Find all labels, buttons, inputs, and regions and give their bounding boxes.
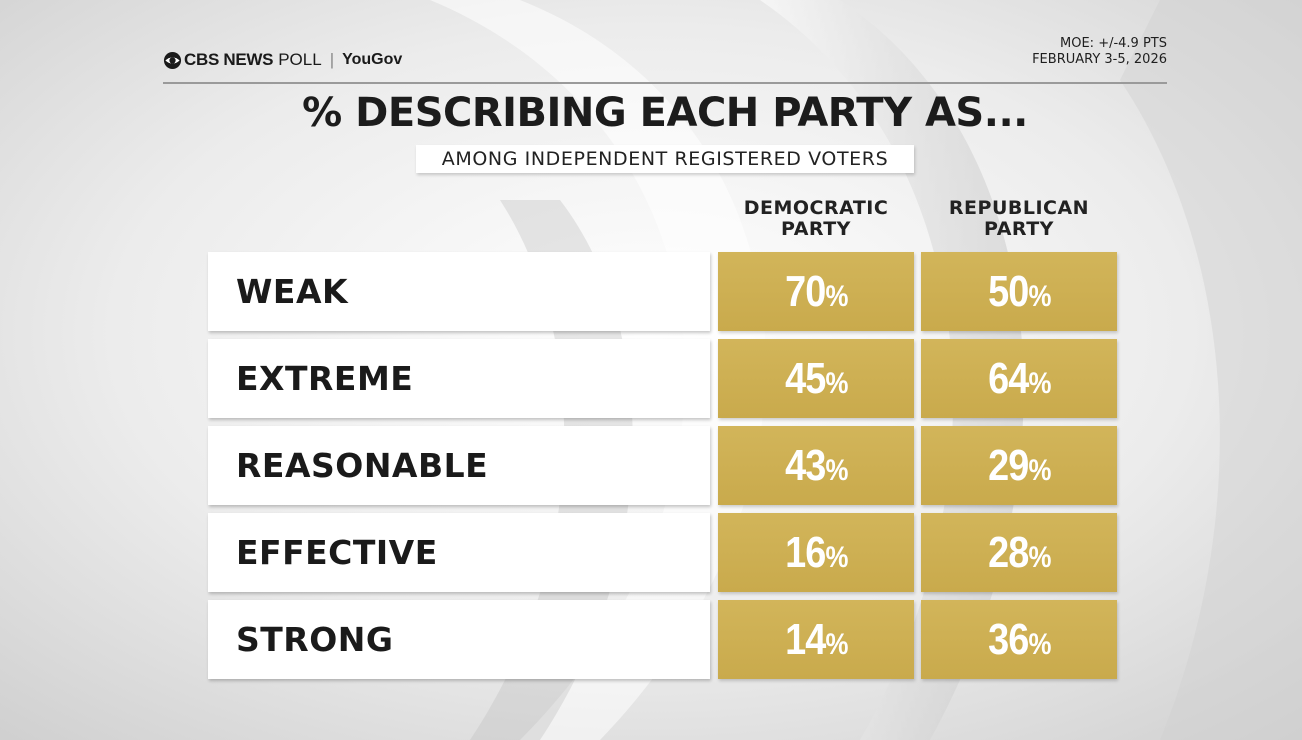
value-label: 45% (784, 353, 848, 403)
value-cell-strong-democratic: 14% (718, 600, 914, 679)
row-label-effective: EFFECTIVE (208, 513, 710, 592)
row-label-text: EFFECTIVE (236, 533, 438, 572)
percent-sign: % (825, 279, 848, 313)
percent-sign: % (1028, 540, 1051, 574)
value-cell-weak-republican: 50% (921, 252, 1117, 331)
row-label-text: REASONABLE (236, 446, 489, 485)
value-label: 50% (987, 266, 1051, 316)
brand-separator: | (329, 50, 335, 69)
value-label: 14% (784, 614, 848, 664)
column-header-line2: PARTY (984, 218, 1054, 240)
brand-cbs: CBS NEWS (184, 50, 274, 69)
row-label-strong: STRONG (208, 600, 710, 679)
row-label-text: STRONG (236, 620, 394, 659)
subtitle-wrap: AMONG INDEPENDENT REGISTERED VOTERS (163, 145, 1167, 173)
brand-partner: YouGov (342, 51, 403, 68)
column-header-republican: REPUBLICAN PARTY (921, 198, 1117, 240)
row-label-reasonable: REASONABLE (208, 426, 710, 505)
row-label-weak: WEAK (208, 252, 710, 331)
column-header-line2: PARTY (781, 218, 851, 240)
value-label: 64% (987, 353, 1051, 403)
percent-sign: % (1028, 627, 1051, 661)
value-cell-reasonable-republican: 29% (921, 426, 1117, 505)
percent-sign: % (825, 453, 848, 487)
column-header-line1: REPUBLICAN (948, 197, 1090, 219)
value-label: 70% (784, 266, 848, 316)
poll-date: FEBRUARY 3-5, 2026 (1032, 52, 1167, 67)
value-label: 43% (784, 440, 848, 490)
percent-sign: % (825, 540, 848, 574)
header: CBS NEWS POLL | YouGov MOE: +/-4.9 PTS F… (163, 36, 1167, 84)
value-cell-extreme-democratic: 45% (718, 339, 914, 418)
value-cell-reasonable-democratic: 43% (718, 426, 914, 505)
value-label: 29% (987, 440, 1051, 490)
percent-sign: % (1028, 279, 1051, 313)
chart-subtitle: AMONG INDEPENDENT REGISTERED VOTERS (415, 145, 915, 173)
cbs-eye-icon (163, 51, 182, 69)
value-cell-extreme-republican: 64% (921, 339, 1117, 418)
row-label-extreme: EXTREME (208, 339, 710, 418)
margin-of-error: MOE: +/-4.9 PTS (1060, 36, 1167, 51)
value-label: 28% (987, 527, 1051, 577)
row-label-text: EXTREME (236, 359, 414, 398)
brand-poll: POLL (278, 50, 322, 69)
value-cell-weak-democratic: 70% (718, 252, 914, 331)
chart-title: % DESCRIBING EACH PARTY AS... (302, 90, 1028, 136)
poll-meta: MOE: +/-4.9 PTS FEBRUARY 3-5, 2026 (1032, 36, 1167, 68)
percent-sign: % (825, 627, 848, 661)
row-label-text: WEAK (236, 272, 349, 311)
value-cell-effective-republican: 28% (921, 513, 1117, 592)
percent-sign: % (1028, 366, 1051, 400)
value-label: 36% (987, 614, 1051, 664)
percent-sign: % (825, 366, 848, 400)
percent-sign: % (1028, 453, 1051, 487)
column-header-democratic: DEMOCRATIC PARTY (718, 198, 914, 240)
column-header-line1: DEMOCRATIC (743, 197, 889, 219)
brand-logo: CBS NEWS POLL | YouGov (163, 48, 402, 72)
value-cell-strong-republican: 36% (921, 600, 1117, 679)
value-label: 16% (784, 527, 848, 577)
value-cell-effective-democratic: 16% (718, 513, 914, 592)
